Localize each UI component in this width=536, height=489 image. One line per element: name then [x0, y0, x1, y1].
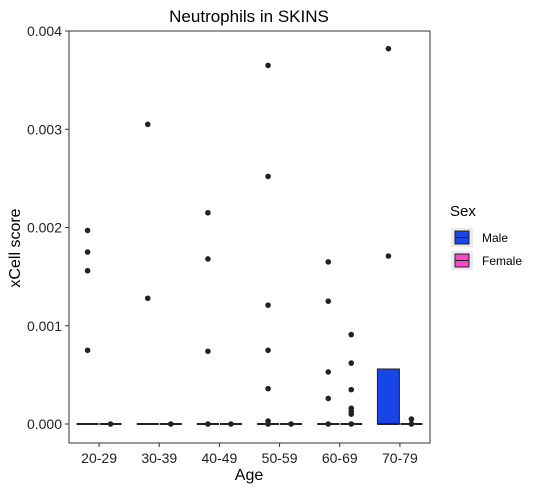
outlier-point — [325, 259, 332, 265]
x-axis: 20-29 30-39 40-49 50-59 60-69 70-79 — [81, 443, 418, 466]
x-tick-label: 60-69 — [322, 450, 358, 466]
outlier-point — [348, 421, 355, 427]
outlier-point — [325, 395, 332, 402]
legend: Sex Male Female — [450, 203, 522, 270]
y-tick-label: 0.000 — [27, 416, 62, 432]
outlier-point — [205, 421, 211, 427]
outlier-point — [265, 302, 271, 308]
box-male-70-79 — [376, 45, 400, 425]
outlier-point — [84, 347, 91, 354]
plot-area — [68, 30, 431, 444]
box-female-70-79 — [400, 416, 423, 427]
outlier-point — [107, 421, 114, 427]
outlier-point — [265, 421, 271, 427]
outlier-point — [348, 360, 355, 366]
outlier-point — [144, 121, 151, 128]
legend-label: Female — [482, 254, 522, 268]
y-axis-title: xCell score — [7, 208, 24, 287]
x-tick-label: 50-59 — [262, 450, 298, 466]
outlier-point — [325, 298, 332, 304]
box-male-20-29 — [76, 227, 99, 425]
y-tick-label: 0.004 — [27, 23, 62, 39]
legend-label: Male — [482, 231, 508, 245]
outlier-point — [144, 295, 151, 302]
outlier-point — [325, 369, 332, 375]
outlier-point — [348, 386, 355, 393]
outlier-point — [228, 421, 234, 427]
outlier-point — [408, 421, 415, 427]
outlier-point — [265, 173, 271, 180]
chart-title: Neutrophils in SKINS — [169, 7, 329, 26]
outlier-point — [205, 348, 211, 355]
y-tick-label: 0.002 — [27, 220, 62, 236]
x-tick-label: 70-79 — [382, 450, 418, 466]
box-male-40-49 — [196, 209, 219, 427]
outlier-point — [325, 421, 332, 427]
outlier-point — [265, 62, 271, 69]
outlier-point — [265, 347, 271, 354]
outlier-point — [205, 256, 211, 262]
x-tick-label: 30-39 — [141, 450, 177, 466]
outlier-point — [348, 331, 355, 338]
outlier-point — [385, 45, 392, 52]
outlier-point — [265, 385, 271, 392]
outlier-point — [167, 421, 174, 427]
box-female-20-29 — [99, 421, 122, 427]
plot-panel-border — [68, 30, 431, 444]
outlier-point — [205, 209, 211, 216]
x-tick-label: 40-49 — [202, 450, 238, 466]
outlier-point — [84, 227, 91, 234]
box-female-40-49 — [219, 421, 242, 427]
outlier-point — [84, 267, 91, 274]
outlier-point — [385, 253, 392, 259]
legend-title: Sex — [450, 203, 476, 220]
box-male-60-69 — [317, 259, 340, 427]
x-tick-label: 20-29 — [81, 450, 117, 466]
y-axis: 0.000 0.001 0.002 0.003 0.004 — [27, 23, 69, 432]
box-female-30-39 — [159, 421, 182, 427]
box-body — [376, 368, 400, 425]
box-male-30-39 — [136, 121, 159, 425]
x-axis-title: Age — [235, 467, 264, 484]
y-tick-label: 0.001 — [27, 318, 62, 334]
box-male-50-59 — [257, 62, 280, 427]
y-tick-label: 0.003 — [27, 121, 62, 137]
outlier-point — [348, 411, 355, 417]
outlier-point — [288, 421, 294, 427]
box-female-50-59 — [280, 421, 303, 427]
outlier-point — [84, 249, 91, 255]
outlier-point — [408, 416, 415, 422]
box-female-60-69 — [340, 331, 363, 427]
